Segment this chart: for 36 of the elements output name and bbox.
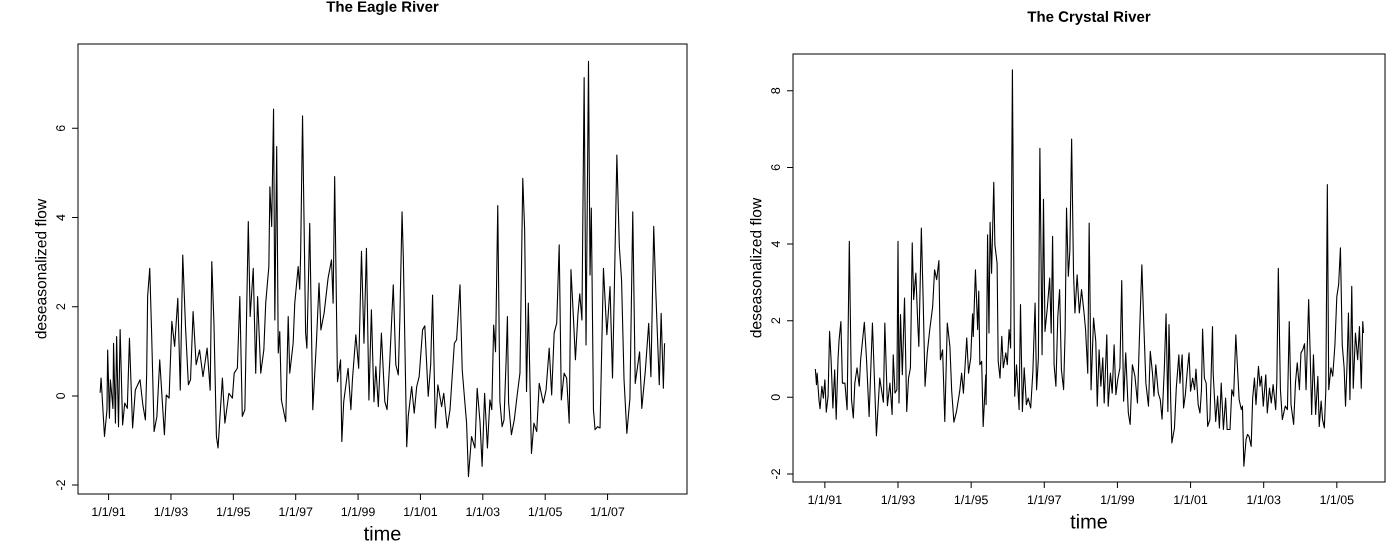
x-tick-label: 1/1/93 bbox=[881, 495, 915, 505]
x-tick-label: 1/1/95 bbox=[954, 495, 988, 505]
line-series bbox=[99, 60, 666, 478]
y-tick-label: 2 bbox=[771, 317, 780, 324]
y-axis-title: deseasonalized flow bbox=[749, 197, 762, 338]
y-tick-label: -2 bbox=[771, 469, 780, 479]
y-tick-label: 6 bbox=[771, 164, 780, 171]
y-tick-label: 6 bbox=[56, 125, 65, 132]
x-tick-label: 1/1/07 bbox=[591, 507, 625, 517]
chart-title: The Crystal River bbox=[1027, 10, 1151, 25]
x-tick-label: 1/1/99 bbox=[341, 507, 375, 517]
y-tick-label: 4 bbox=[771, 240, 780, 248]
x-tick-label: 1/1/99 bbox=[1101, 495, 1135, 505]
x-tick-label: 1/1/91 bbox=[808, 495, 842, 505]
y-axis-title: deseasonalized flow bbox=[34, 198, 47, 339]
y-tick-label: -2 bbox=[56, 480, 65, 491]
y-tick-label: 0 bbox=[771, 394, 780, 401]
x-axis-title: time bbox=[1070, 513, 1108, 529]
line-series bbox=[814, 69, 1365, 467]
x-tick-label: 1/1/91 bbox=[92, 507, 126, 517]
y-tick-label: 8 bbox=[771, 87, 780, 94]
y-tick-label: 2 bbox=[56, 303, 65, 310]
x-axis-title: time bbox=[363, 525, 401, 541]
x-tick-label: 1/1/97 bbox=[279, 507, 313, 517]
x-tick-label: 1/1/01 bbox=[404, 507, 438, 517]
y-tick-label: 4 bbox=[56, 214, 65, 221]
x-tick-label: 1/1/01 bbox=[1174, 495, 1208, 505]
x-tick-label: 1/1/95 bbox=[217, 507, 251, 517]
x-tick-label: 1/1/03 bbox=[1247, 495, 1281, 505]
x-tick-label: 1/1/97 bbox=[1027, 495, 1061, 505]
y-tick-label: 0 bbox=[56, 392, 65, 399]
x-tick-label: 1/1/05 bbox=[528, 507, 562, 517]
x-tick-label: 1/1/05 bbox=[1320, 495, 1354, 505]
x-tick-label: 1/1/03 bbox=[466, 507, 500, 517]
chart-title: The Eagle River bbox=[326, 0, 439, 15]
x-tick-label: 1/1/93 bbox=[154, 507, 188, 517]
